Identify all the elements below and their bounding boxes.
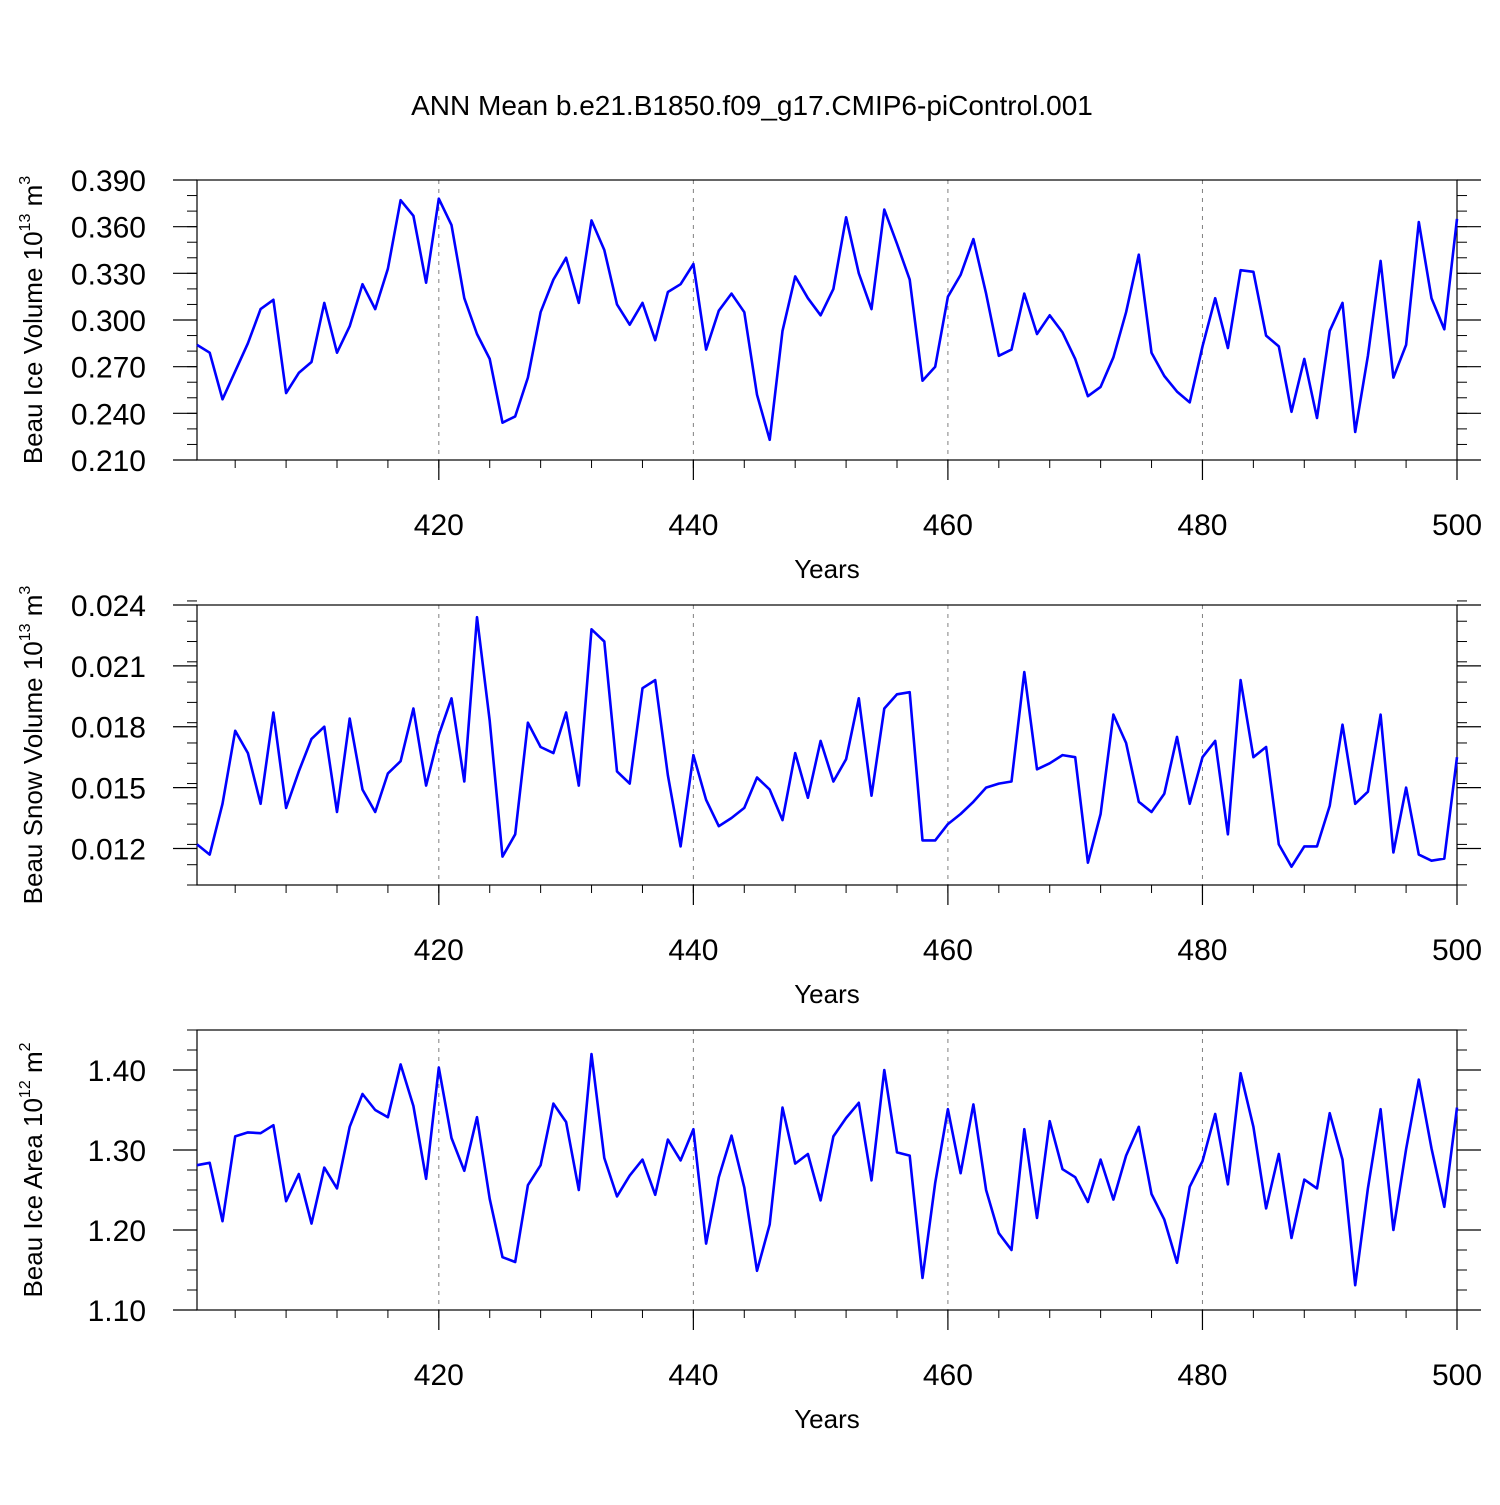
y-tick-label: 1.30 (88, 1135, 146, 1168)
x-axis-label: Years (794, 979, 860, 1009)
y-tick-label: 0.015 (71, 773, 146, 806)
y-tick-label: 0.300 (71, 305, 146, 338)
y-tick-label: 1.20 (88, 1215, 146, 1248)
series-line (196, 615, 1459, 869)
chart-title: ANN Mean b.e21.B1850.f09_g17.CMIP6-piCon… (411, 90, 1093, 121)
x-tick-label: 420 (414, 1359, 464, 1392)
y-tick-label: 0.021 (71, 651, 146, 684)
series-line (196, 1052, 1459, 1287)
x-tick-label: 420 (414, 509, 464, 542)
y-tick-label: 0.024 (71, 590, 146, 623)
x-tick-label: 440 (668, 934, 718, 967)
x-tick-label: 500 (1432, 934, 1482, 967)
y-tick-label: 0.012 (71, 833, 146, 866)
x-tick-label: 420 (414, 934, 464, 967)
y-axis-label: Beau Ice Area 1012 m2 (17, 1042, 48, 1297)
x-tick-label: 440 (668, 1359, 718, 1392)
x-tick-label: 480 (1177, 1359, 1227, 1392)
x-tick-label: 480 (1177, 934, 1227, 967)
y-tick-label: 1.40 (88, 1055, 146, 1088)
x-tick-label: 480 (1177, 509, 1227, 542)
y-tick-label: 0.330 (71, 258, 146, 291)
y-tick-label: 0.390 (71, 165, 146, 198)
y-tick-label: 1.10 (88, 1295, 146, 1328)
plot-frame (196, 179, 1458, 461)
series-line (196, 197, 1459, 442)
y-tick-label: 0.240 (71, 398, 146, 431)
x-axis-label: Years (794, 554, 860, 584)
x-axis-label: Years (794, 1404, 860, 1434)
chart-panel-2: 0.012 0.015 0.018 0.021 0.024 420 440 460 480 500… (17, 586, 1482, 1009)
y-tick-label: 0.018 (71, 712, 146, 745)
plot-frame (196, 604, 1458, 886)
x-tick-label: 460 (923, 934, 973, 967)
y-tick-label: 0.360 (71, 212, 146, 245)
x-tick-label: 440 (668, 509, 718, 542)
x-tick-label: 500 (1432, 509, 1482, 542)
chart-panel-3: 1.10 1.20 1.30 1.40 420 440 460 480 500 Years Beau… (17, 1029, 1482, 1434)
y-tick-label: 0.210 (71, 445, 146, 478)
y-tick-label: 0.270 (71, 352, 146, 385)
x-tick-label: 460 (923, 1359, 973, 1392)
y-axis-label: Beau Snow Volume 1013 m3 (17, 586, 48, 905)
y-axis-label: Beau Ice Volume 1013 m3 (17, 176, 48, 464)
x-tick-label: 460 (923, 509, 973, 542)
chart-panel-1: 0.210 0.240 0.270 0.300 0.330 0.360 0.390 420 44… (17, 165, 1482, 584)
panels: 0.210 0.240 0.270 0.300 0.330 0.360 0.390 420 44… (17, 165, 1482, 1434)
x-tick-label: 500 (1432, 1359, 1482, 1392)
